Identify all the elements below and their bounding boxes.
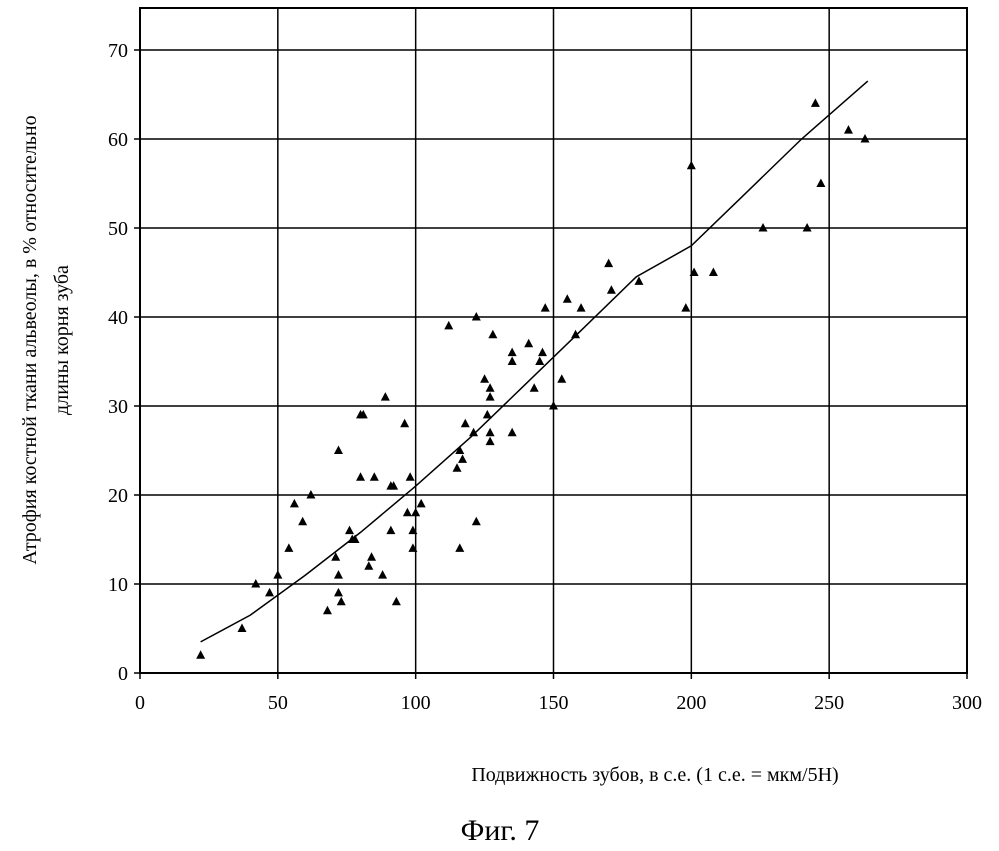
data-point-triangle (237, 624, 246, 633)
data-point-triangle (406, 472, 415, 481)
data-point-triangle (417, 499, 426, 508)
data-point-triangle (444, 321, 453, 330)
data-point-triangle (681, 303, 690, 312)
data-point-triangle (687, 161, 696, 170)
data-point-triangle (392, 597, 401, 606)
data-point-triangle (367, 552, 376, 561)
data-point-triangle (541, 303, 550, 312)
data-point-triangle (524, 339, 533, 348)
data-point-triangle (508, 428, 517, 437)
data-point-triangle (334, 570, 343, 579)
data-point-triangle (273, 570, 282, 579)
data-point-triangle (411, 508, 420, 517)
data-points (196, 98, 869, 658)
data-point-triangle (455, 543, 464, 552)
data-point-triangle (811, 98, 820, 107)
data-point-triangle (486, 383, 495, 392)
x-tick-label: 100 (401, 692, 431, 714)
data-point-triangle (577, 303, 586, 312)
data-point-triangle (356, 472, 365, 481)
data-point-triangle (337, 597, 346, 606)
data-point-triangle (488, 330, 497, 339)
data-point-triangle (486, 428, 495, 437)
data-point-triangle (386, 526, 395, 535)
data-point-triangle (472, 517, 481, 526)
data-point-triangle (196, 650, 205, 659)
data-point-triangle (403, 508, 412, 517)
data-point-triangle (298, 517, 307, 526)
y-axis-label-line2: длины корня зуба (51, 265, 73, 415)
data-point-triangle (370, 472, 379, 481)
data-point-triangle (483, 410, 492, 419)
x-tick-label: 50 (268, 692, 288, 714)
data-point-triangle (816, 179, 825, 188)
x-axis-label: Подвижность зубов, в с.е. (1 с.е. = мкм/… (471, 764, 838, 786)
data-point-triangle (323, 606, 332, 615)
data-point-triangle (378, 570, 387, 579)
y-tick-label: 20 (108, 485, 128, 507)
data-point-triangle (604, 259, 613, 268)
data-point-triangle (461, 419, 470, 428)
data-point-triangle (709, 268, 718, 277)
data-point-triangle (535, 357, 544, 366)
data-point-triangle (453, 463, 462, 472)
data-point-triangle (571, 330, 580, 339)
figure-caption: Фиг. 7 (461, 814, 540, 847)
data-point-triangle (563, 294, 572, 303)
data-point-triangle (557, 374, 566, 383)
y-tick-label: 0 (118, 663, 128, 685)
y-tick-label: 30 (108, 396, 128, 418)
data-point-triangle (290, 499, 299, 508)
data-point-triangle (334, 588, 343, 597)
data-point-triangle (508, 348, 517, 357)
y-tick-label: 10 (108, 574, 128, 596)
data-point-triangle (530, 383, 539, 392)
y-tick-label: 70 (108, 40, 128, 62)
x-tick-label: 150 (539, 692, 569, 714)
data-point-triangle (538, 348, 547, 357)
grid-lines (140, 8, 967, 673)
data-point-triangle (284, 543, 293, 552)
x-tick-label: 300 (952, 692, 982, 714)
data-point-triangle (486, 392, 495, 401)
data-point-triangle (508, 357, 517, 366)
data-point-triangle (607, 285, 616, 294)
y-tick-label: 40 (108, 307, 128, 329)
x-tick-label: 250 (814, 692, 844, 714)
x-axis-ticks: 0 50 100 150 200 250 300 (135, 673, 982, 714)
x-tick-label: 200 (676, 692, 706, 714)
data-point-triangle (364, 561, 373, 570)
data-point-triangle (345, 526, 354, 535)
data-point-triangle (334, 446, 343, 455)
data-point-triangle (486, 437, 495, 446)
data-point-triangle (844, 125, 853, 134)
data-point-triangle (265, 588, 274, 597)
y-axis-label-line1: Атрофия костной ткани альвеолы, в % отно… (19, 115, 41, 564)
data-point-triangle (480, 374, 489, 383)
data-point-triangle (458, 454, 467, 463)
y-tick-label: 60 (108, 129, 128, 151)
data-point-triangle (381, 392, 390, 401)
y-axis-ticks: 0 10 20 30 40 50 60 70 (108, 40, 140, 685)
trend-line (201, 81, 868, 642)
x-tick-label: 0 (135, 692, 145, 714)
y-tick-label: 50 (108, 218, 128, 240)
data-point-triangle (400, 419, 409, 428)
